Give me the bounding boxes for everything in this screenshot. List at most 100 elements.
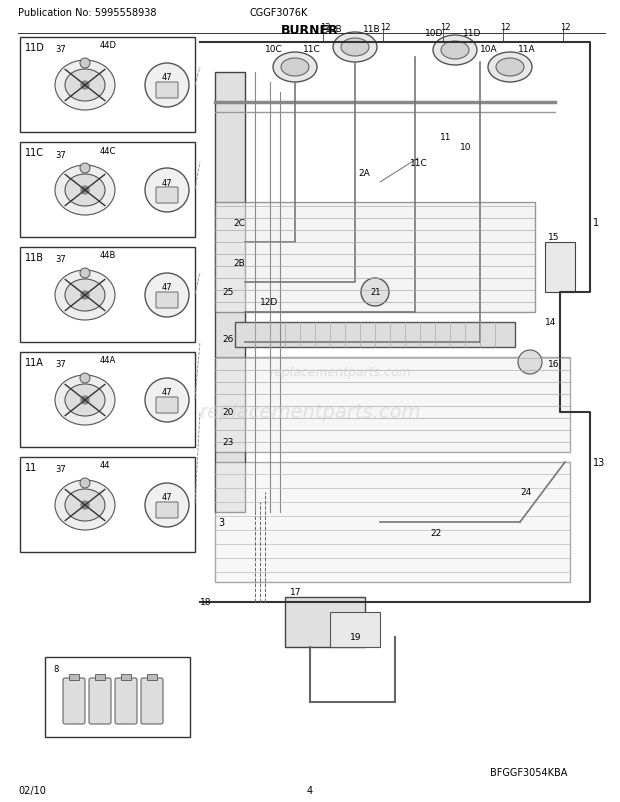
- Text: 11A: 11A: [25, 358, 44, 367]
- Ellipse shape: [55, 375, 115, 426]
- Text: replacementparts.com: replacementparts.com: [269, 366, 411, 379]
- Ellipse shape: [65, 175, 105, 207]
- Bar: [20, 38, 195, 133]
- Ellipse shape: [281, 59, 309, 77]
- Text: replacementparts.com: replacementparts.com: [199, 403, 421, 422]
- Text: 44: 44: [100, 461, 110, 470]
- Bar: [20, 353, 195, 448]
- Ellipse shape: [433, 36, 477, 66]
- Text: 10D: 10D: [425, 28, 443, 38]
- Text: 8: 8: [53, 665, 58, 674]
- FancyBboxPatch shape: [156, 502, 178, 518]
- Ellipse shape: [65, 384, 105, 416]
- Text: 11B: 11B: [363, 26, 381, 34]
- Bar: [330, 612, 380, 647]
- Text: 18: 18: [200, 597, 211, 607]
- Text: 12: 12: [320, 23, 330, 32]
- Text: 47: 47: [162, 74, 172, 83]
- FancyBboxPatch shape: [115, 678, 137, 724]
- Circle shape: [145, 484, 189, 528]
- Text: 23: 23: [222, 438, 233, 447]
- Circle shape: [145, 64, 189, 107]
- Ellipse shape: [341, 39, 369, 57]
- Text: 22: 22: [430, 528, 441, 537]
- Text: 47: 47: [162, 493, 172, 502]
- Text: Publication No: 5995558938: Publication No: 5995558938: [18, 8, 156, 18]
- Text: 12: 12: [500, 23, 510, 32]
- Text: 37: 37: [55, 46, 66, 55]
- Text: 19: 19: [350, 633, 361, 642]
- Circle shape: [145, 273, 189, 318]
- Text: 44D: 44D: [100, 42, 117, 51]
- Ellipse shape: [65, 489, 105, 521]
- Circle shape: [518, 350, 542, 375]
- Circle shape: [145, 379, 189, 423]
- Ellipse shape: [488, 53, 532, 83]
- Text: 11D: 11D: [463, 28, 481, 38]
- Text: 11C: 11C: [25, 148, 44, 158]
- FancyBboxPatch shape: [63, 678, 85, 724]
- Text: 11C: 11C: [303, 46, 321, 55]
- Circle shape: [81, 82, 89, 90]
- Text: 14: 14: [545, 318, 556, 327]
- Text: 4: 4: [307, 785, 313, 795]
- Ellipse shape: [55, 270, 115, 321]
- Text: 10A: 10A: [480, 46, 498, 55]
- Text: 44C: 44C: [100, 146, 117, 156]
- Text: 11A: 11A: [518, 46, 536, 55]
- Text: 44B: 44B: [100, 251, 117, 260]
- Ellipse shape: [496, 59, 524, 77]
- Text: 21: 21: [371, 288, 381, 297]
- Bar: [20, 248, 195, 342]
- Text: 12: 12: [560, 23, 570, 32]
- Text: 11D: 11D: [25, 43, 45, 53]
- Text: 2A: 2A: [358, 168, 370, 177]
- Text: 37: 37: [55, 255, 66, 264]
- Text: 2B: 2B: [233, 258, 245, 267]
- Text: BFGGF3054KBA: BFGGF3054KBA: [490, 767, 567, 777]
- Text: 24: 24: [520, 488, 531, 497]
- Text: 13: 13: [593, 457, 605, 468]
- Circle shape: [80, 59, 90, 69]
- Ellipse shape: [55, 480, 115, 530]
- Circle shape: [80, 269, 90, 278]
- Circle shape: [81, 396, 89, 404]
- Text: 10C: 10C: [265, 46, 283, 55]
- Text: 44A: 44A: [100, 356, 117, 365]
- Text: 10: 10: [460, 144, 471, 152]
- Text: 11C: 11C: [410, 158, 428, 168]
- Text: 47: 47: [162, 388, 172, 397]
- Text: 37: 37: [55, 360, 66, 369]
- Text: 10B: 10B: [325, 26, 343, 34]
- Bar: [215, 73, 245, 512]
- Text: 12: 12: [440, 23, 451, 32]
- Bar: [545, 243, 575, 293]
- Text: 12D: 12D: [260, 298, 278, 307]
- Text: 47: 47: [162, 283, 172, 292]
- Bar: [285, 597, 365, 647]
- Text: 11B: 11B: [25, 253, 44, 263]
- Circle shape: [145, 168, 189, 213]
- Text: 17: 17: [290, 588, 301, 597]
- Circle shape: [81, 501, 89, 509]
- Text: 16: 16: [548, 360, 559, 369]
- FancyBboxPatch shape: [156, 398, 178, 414]
- Bar: [20, 143, 195, 237]
- Text: 1: 1: [593, 217, 599, 228]
- Bar: [20, 457, 195, 553]
- Text: 20: 20: [222, 408, 233, 417]
- Text: 15: 15: [548, 233, 559, 242]
- Bar: [215, 203, 535, 313]
- FancyBboxPatch shape: [141, 678, 163, 724]
- Ellipse shape: [55, 166, 115, 216]
- Circle shape: [81, 292, 89, 300]
- Text: 37: 37: [55, 465, 66, 474]
- Bar: [215, 358, 570, 452]
- Circle shape: [81, 187, 89, 195]
- Bar: [121, 674, 131, 680]
- Circle shape: [80, 374, 90, 383]
- FancyBboxPatch shape: [89, 678, 111, 724]
- Text: 02/10: 02/10: [18, 785, 46, 795]
- Text: 37: 37: [55, 150, 66, 160]
- Bar: [215, 463, 570, 582]
